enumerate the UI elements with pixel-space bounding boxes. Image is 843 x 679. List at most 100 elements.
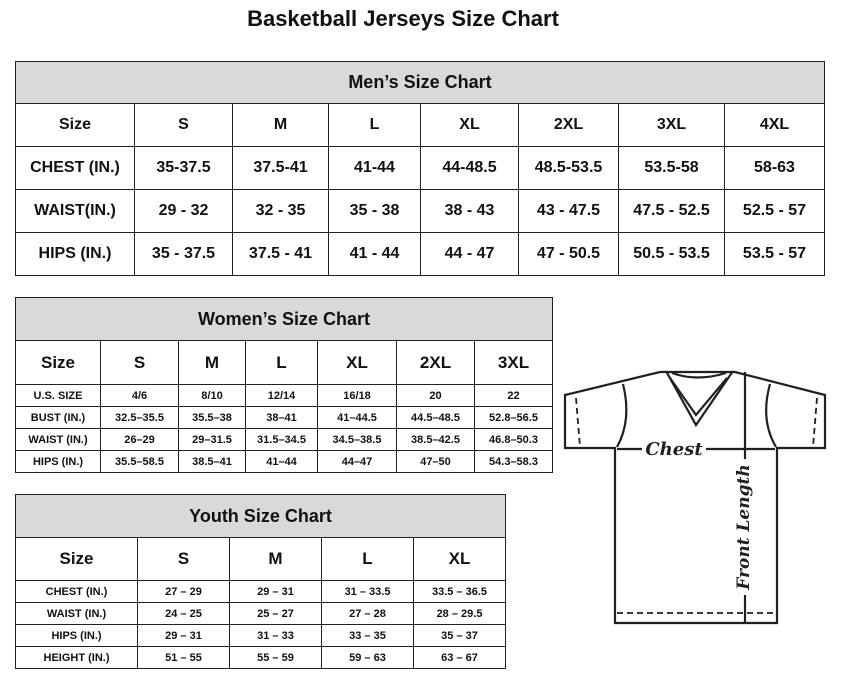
table-cell: M [232,103,329,147]
row-label: WAIST (IN.) [15,602,138,625]
row-label: WAIST (IN.) [15,428,101,451]
table-row: BUST (IN.) 32.5–35.5 35.5–38 38–41 41–44.5 44… [15,406,554,429]
table-row: CHEST (IN.) 35-37.5 37.5-41 41-44 44-48.5 48.… [15,146,825,190]
table-cell: XL [420,103,519,147]
womens-table-title: Women’s Size Chart [14,297,554,341]
youth-size-table: Youth Size Chart Size S M L XL CHEST (IN.) 27 … [14,494,507,669]
size-header-row: Size S M L XL 2XL 3XL [15,340,554,385]
mens-size-table: Men’s Size Chart Size S M L XL 2XL 3XL 4XL CHEST… [15,61,825,276]
table-cell: 33 – 35 [321,624,414,647]
table-cell: 47–50 [396,450,475,473]
tshirt-outline-icon [563,370,827,625]
table-cell: 44-48.5 [420,146,519,190]
table-cell: 31 – 33.5 [321,580,414,603]
table-cell: 12/14 [245,384,318,407]
table-cell: 41–44 [245,450,318,473]
table-cell: L [245,340,318,385]
table-cell: 31 – 33 [229,624,322,647]
row-label: Size [15,537,138,581]
table-row: HIPS (IN.) 35.5–58.5 38.5–41 41–44 44–47 47–5… [15,450,554,473]
tshirt-measurement-diagram: Chest Front Length [563,370,827,625]
table-row: U.S. SIZE 4/6 8/10 12/14 16/18 20 22 [15,384,554,407]
table-cell: 29 - 32 [134,189,233,233]
table-cell: 55 – 59 [229,646,322,669]
row-label: HIPS (IN.) [15,232,135,276]
table-cell: 25 – 27 [229,602,322,625]
table-cell: 47.5 - 52.5 [618,189,725,233]
table-cell: 48.5-53.5 [518,146,619,190]
table-cell: 29–31.5 [178,428,246,451]
table-cell: 43 - 47.5 [518,189,619,233]
table-cell: 50.5 - 53.5 [618,232,725,276]
table-row: WAIST(IN.) 29 - 32 32 - 35 35 - 38 38 - 43 43… [15,189,825,233]
table-cell: 37.5-41 [232,146,329,190]
table-cell: 38.5–41 [178,450,246,473]
table-cell: 44.5–48.5 [396,406,475,429]
table-cell: 47 - 50.5 [518,232,619,276]
table-cell: 22 [473,384,554,407]
table-cell: 24 – 25 [137,602,230,625]
table-cell: 51 – 55 [137,646,230,669]
table-cell: S [137,537,230,581]
row-label: CHEST (IN.) [15,146,135,190]
table-row: WAIST (IN.) 26–29 29–31.5 31.5–34.5 34.5–38.… [15,428,554,451]
table-cell: 41-44 [328,146,421,190]
youth-table-title: Youth Size Chart [14,494,507,538]
table-cell: M [229,537,322,581]
table-cell: 35 - 38 [328,189,421,233]
table-cell: 41 - 44 [328,232,421,276]
table-row: CHEST (IN.) 27 – 29 29 – 31 31 – 33.5 33.5 –… [15,580,507,603]
table-cell: 38 - 43 [420,189,519,233]
table-cell: 4XL [724,103,825,147]
table-cell: L [328,103,421,147]
table-row: WAIST (IN.) 24 – 25 25 – 27 27 – 28 28 – 29.… [15,602,507,625]
table-cell: 38–41 [245,406,318,429]
table-cell: 63 – 67 [412,646,507,669]
table-cell: 34.5–38.5 [317,428,397,451]
table-cell: XL [317,340,397,385]
table-cell: 58-63 [724,146,825,190]
table-cell: 35 - 37.5 [134,232,233,276]
table-cell: 32.5–35.5 [100,406,179,429]
table-row: HEIGHT (IN.) 51 – 55 55 – 59 59 – 63 63 – 67 [15,646,507,669]
row-label: HIPS (IN.) [15,624,138,647]
table-cell: 31.5–34.5 [245,428,318,451]
table-cell: 44 - 47 [420,232,519,276]
row-label: WAIST(IN.) [15,189,135,233]
page-title: Basketball Jerseys Size Chart [247,6,559,31]
row-label: U.S. SIZE [15,384,101,407]
table-cell: 35.5–38 [178,406,246,429]
table-cell: 46.8–50.3 [473,428,554,451]
table-cell: 8/10 [178,384,246,407]
table-cell: 54.3–58.3 [473,450,554,473]
row-label: CHEST (IN.) [15,580,138,603]
table-cell: 20 [396,384,475,407]
table-cell: S [100,340,179,385]
table-cell: 52.5 - 57 [724,189,825,233]
table-cell: 41–44.5 [317,406,397,429]
table-cell: 52.8–56.5 [473,406,554,429]
table-cell: XL [412,537,507,581]
table-row: HIPS (IN.) 29 – 31 31 – 33 33 – 35 35 – 37 [15,624,507,647]
row-label: BUST (IN.) [15,406,101,429]
row-label: HIPS (IN.) [15,450,101,473]
table-cell: S [134,103,233,147]
table-cell: L [321,537,414,581]
chest-label: Chest [645,439,703,460]
table-cell: 27 – 29 [137,580,230,603]
table-cell: 32 - 35 [232,189,329,233]
table-cell: M [178,340,246,385]
table-cell: 2XL [396,340,475,385]
table-cell: 29 – 31 [229,580,322,603]
table-cell: 35 – 37 [412,624,507,647]
row-label: Size [15,340,101,385]
table-cell: 33.5 – 36.5 [412,580,507,603]
table-cell: 35-37.5 [134,146,233,190]
size-header-row: Size S M L XL 2XL 3XL 4XL [15,103,825,147]
table-cell: 37.5 - 41 [232,232,329,276]
row-label: HEIGHT (IN.) [15,646,138,669]
table-cell: 35.5–58.5 [100,450,179,473]
table-cell: 53.5-58 [618,146,725,190]
mens-table-title: Men’s Size Chart [15,61,825,104]
table-cell: 44–47 [317,450,397,473]
